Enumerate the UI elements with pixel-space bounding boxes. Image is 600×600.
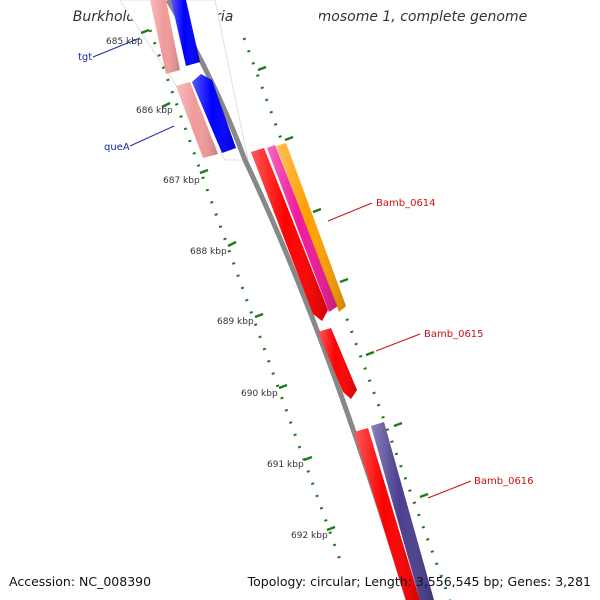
gene-label-tgt[interactable]: tgt bbox=[78, 52, 92, 63]
tick-label-689: 689 kbp bbox=[217, 317, 254, 327]
gene-tgt-group[interactable] bbox=[150, 0, 200, 74]
gene-bamb-0616-group[interactable] bbox=[354, 422, 434, 600]
left-tick-track bbox=[148, 29, 342, 561]
tick-label-687: 687 kbp bbox=[163, 176, 200, 186]
right-tick-track bbox=[242, 37, 452, 600]
tick-label-690: 690 kbp bbox=[241, 389, 278, 399]
genome-summary-text: Topology: circular; Length: 3,556,545 bp… bbox=[247, 574, 591, 589]
gene-queA-group[interactable] bbox=[176, 74, 236, 158]
callout-lines bbox=[92, 37, 472, 499]
accession-text: Accession: NC_008390 bbox=[9, 574, 152, 589]
tick-label-692: 692 kbp bbox=[291, 531, 328, 541]
gene-bamb-0614-group[interactable] bbox=[251, 143, 346, 321]
tick-label-686: 686 kbp bbox=[136, 106, 173, 116]
gene-bamb-0615-group[interactable] bbox=[318, 328, 357, 399]
tick-label-688: 688 kbp bbox=[190, 247, 227, 257]
tick-label-685: 685 kbp bbox=[106, 37, 143, 47]
gene-label-bamb-0615[interactable]: Bamb_0615 bbox=[424, 329, 484, 340]
gene-label-bamb-0614[interactable]: Bamb_0614 bbox=[376, 198, 436, 209]
gene-label-bamb-0616[interactable]: Bamb_0616 bbox=[474, 476, 534, 487]
tick-label-691: 691 kbp bbox=[267, 460, 304, 470]
major-ticks bbox=[140, 28, 429, 532]
gene-label-queA[interactable]: queA bbox=[104, 142, 130, 153]
